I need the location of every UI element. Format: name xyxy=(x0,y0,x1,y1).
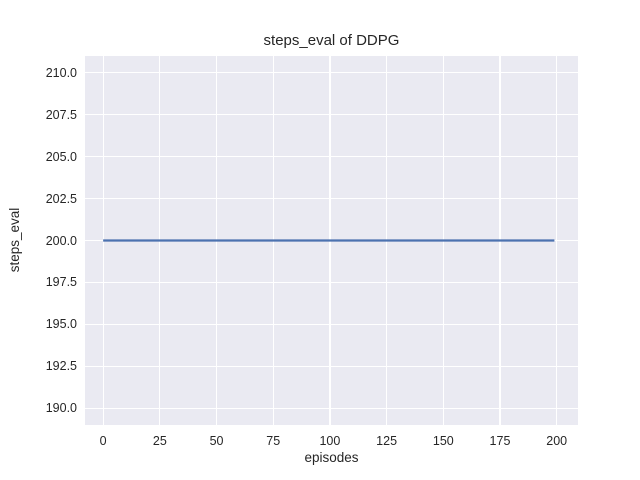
x-tick-label: 150 xyxy=(432,434,454,448)
plot-area xyxy=(85,56,578,425)
y-tick-label: 192.5 xyxy=(45,359,77,374)
x-tick-label: 50 xyxy=(209,434,224,448)
y-tick-label: 195.0 xyxy=(45,317,77,332)
x-tick-label: 175 xyxy=(489,434,511,448)
y-gridline xyxy=(85,281,578,284)
chart-title: steps_eval of DDPG xyxy=(263,32,400,49)
x-tick-label: 200 xyxy=(546,434,568,448)
y-gridline xyxy=(85,114,578,116)
x-tick-label: 0 xyxy=(99,434,107,448)
y-tick-label: 190.0 xyxy=(45,401,77,416)
y-tick-label: 202.5 xyxy=(45,191,77,206)
y-tick-label: 210.0 xyxy=(45,65,77,80)
y-gridline xyxy=(85,407,578,409)
x-tick-label: 75 xyxy=(266,434,281,448)
y-gridline xyxy=(85,197,578,200)
x-tick-label: 25 xyxy=(152,434,167,448)
x-tick-label: 125 xyxy=(376,434,398,448)
line-series-layer xyxy=(103,239,555,242)
x-axis-label: episodes xyxy=(304,450,359,465)
y-tick-label: 197.5 xyxy=(45,275,77,290)
x-tick-label: 100 xyxy=(319,434,341,448)
y-gridline xyxy=(85,156,578,158)
y-gridline xyxy=(85,72,578,74)
y-tick-label: 205.0 xyxy=(45,149,77,164)
y-tick-label: 200.0 xyxy=(45,233,77,248)
y-tick-label: 207.5 xyxy=(45,107,77,122)
y-axis-label: steps_eval xyxy=(7,207,22,273)
y-gridline xyxy=(85,323,578,325)
y-gridline xyxy=(85,365,578,367)
